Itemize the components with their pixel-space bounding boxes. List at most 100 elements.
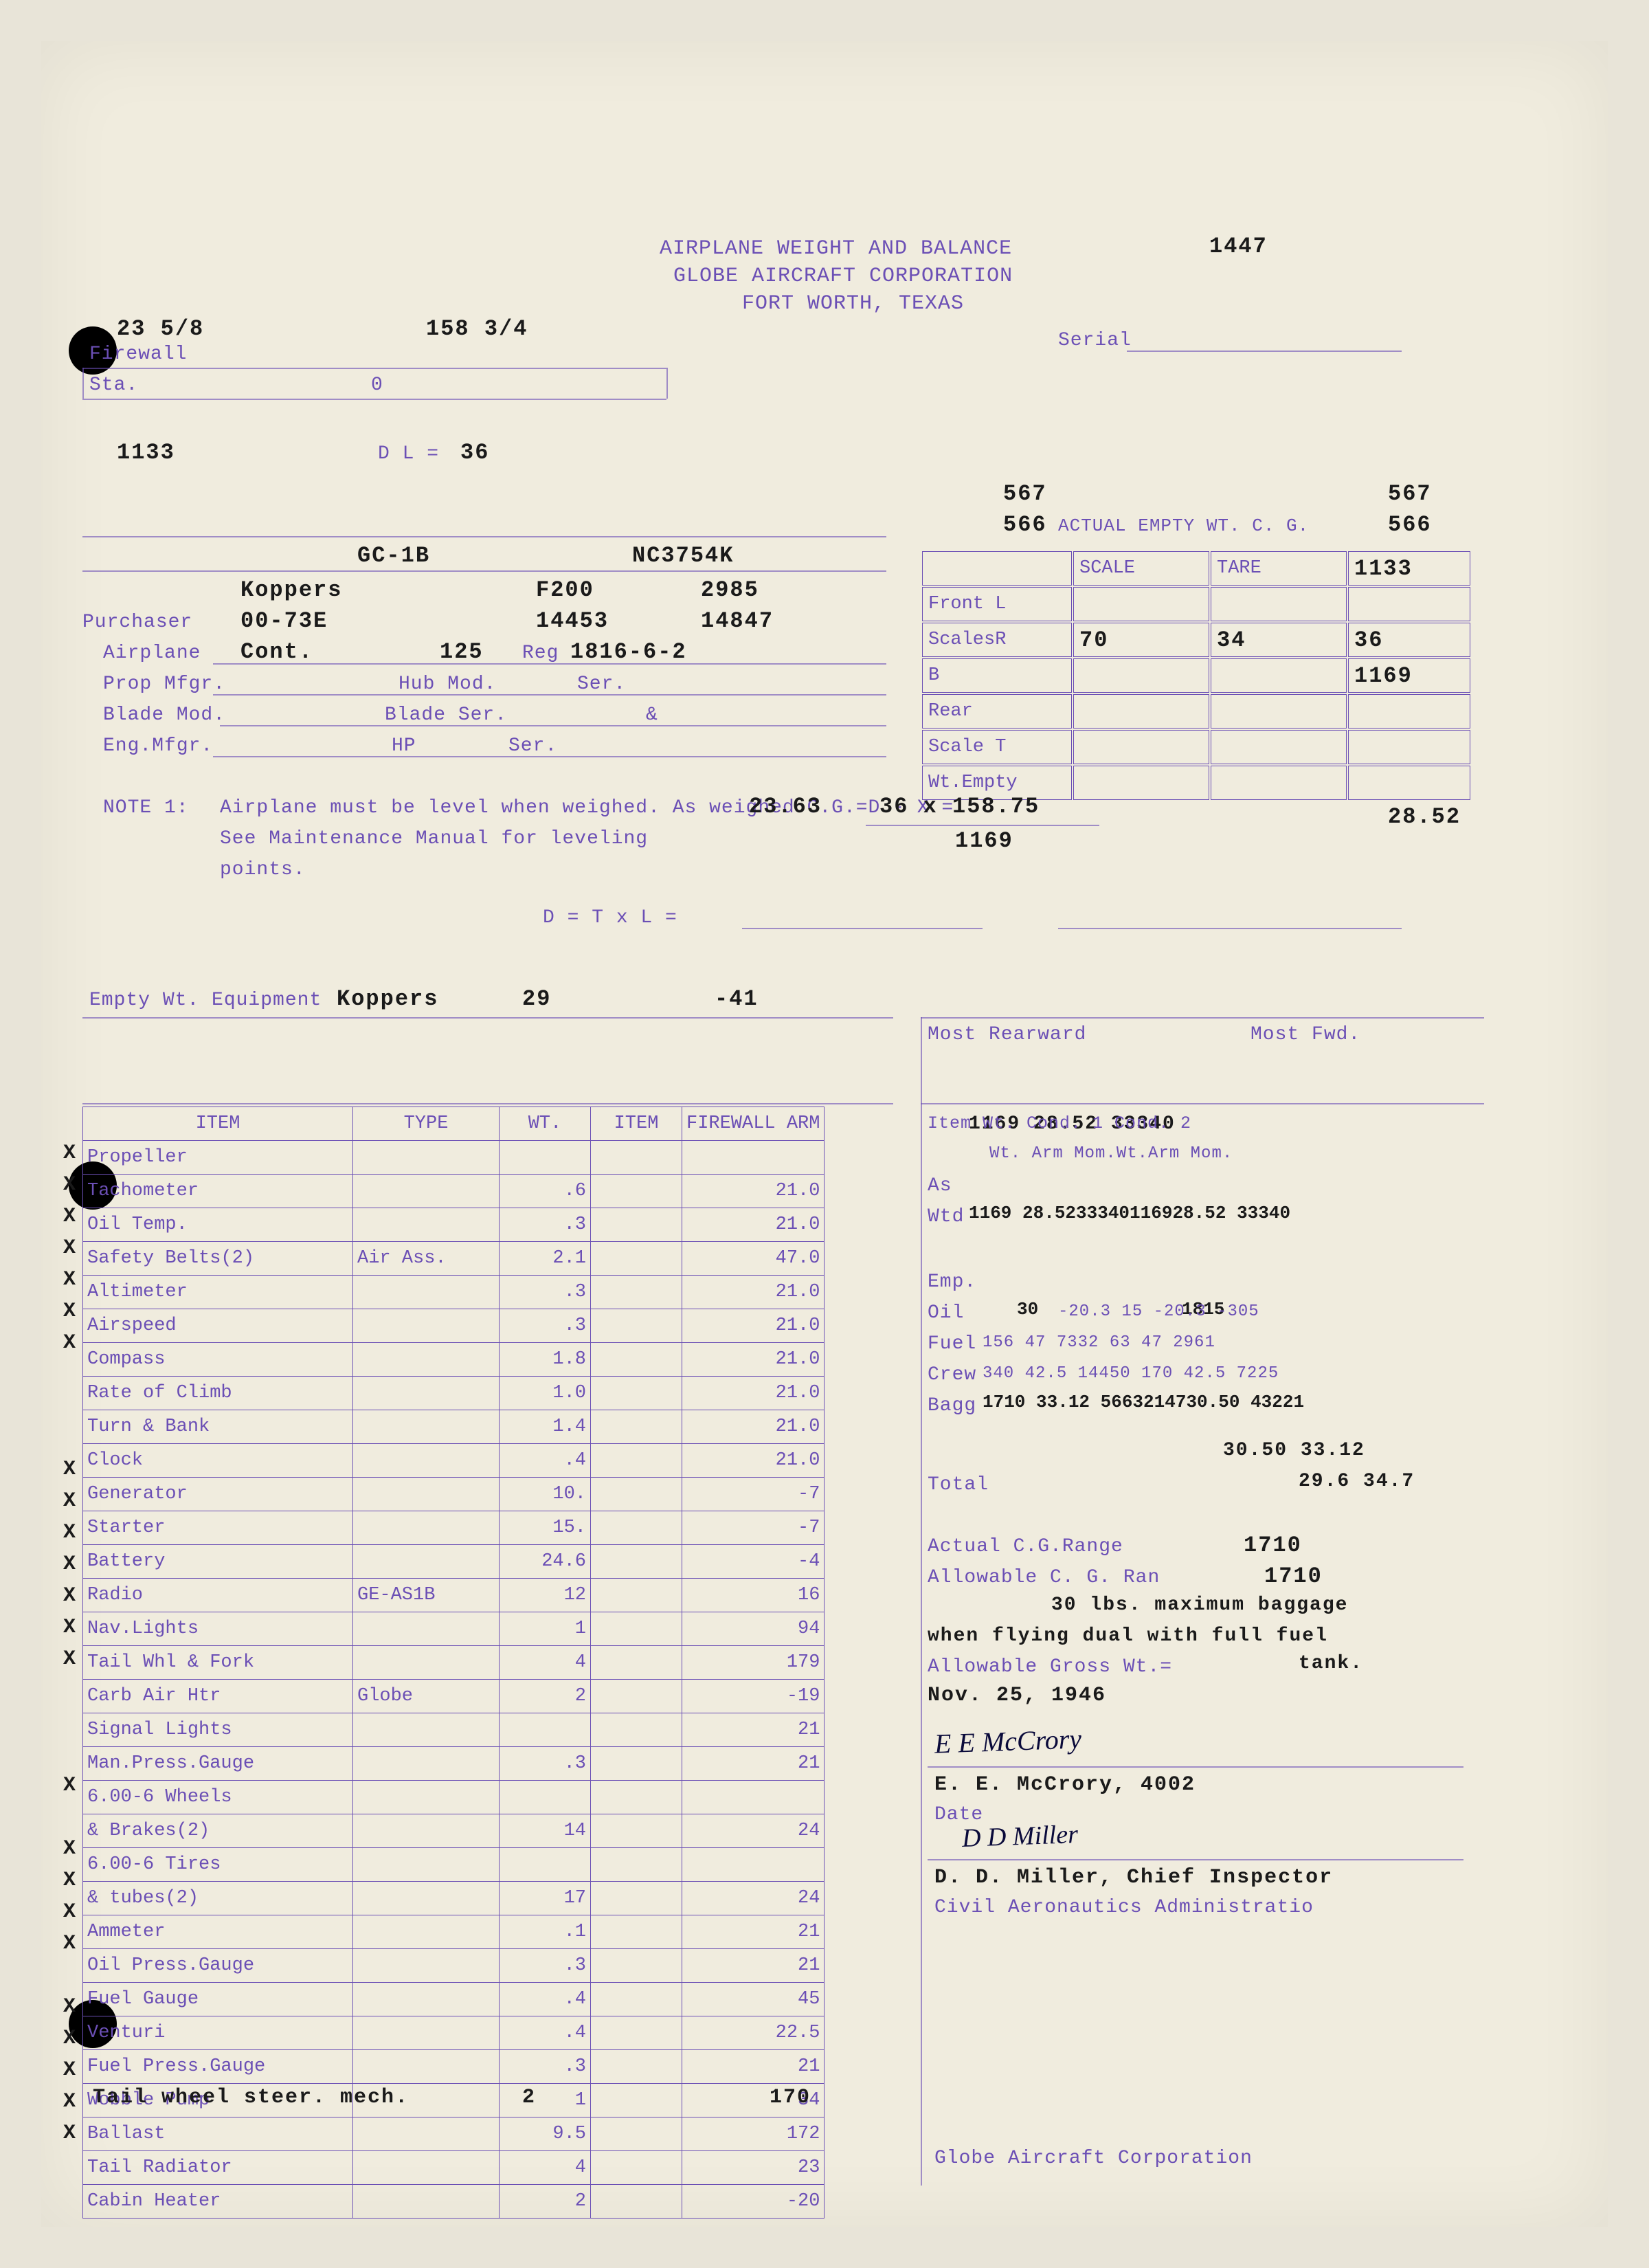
table-cell xyxy=(353,1377,500,1410)
header-title2: GLOBE AIRCRAFT CORPORATION xyxy=(673,265,1013,288)
x-mark: X xyxy=(63,1300,76,1323)
line xyxy=(220,725,886,726)
table-cell: .3 xyxy=(500,1276,591,1309)
table-cell: 24.6 xyxy=(500,1545,591,1579)
table-cell: Altimeter xyxy=(83,1276,353,1309)
table-cell xyxy=(591,1680,682,1713)
table-cell: Battery xyxy=(83,1545,353,1579)
equipment-table: ITEM TYPE WT. ITEM FIREWALL ARM Propelle… xyxy=(82,1107,824,2219)
table-cell xyxy=(353,1208,500,1242)
table-cell xyxy=(591,1478,682,1511)
table-cell xyxy=(591,2151,682,2185)
dl-val: 36 xyxy=(460,440,489,465)
table-row: & tubes(2)1724 xyxy=(83,1882,824,1915)
table-cell: -7 xyxy=(682,1478,824,1511)
table-cell: 2 xyxy=(500,2185,591,2219)
table-cell xyxy=(353,1646,500,1680)
top-v2: 158 3/4 xyxy=(426,316,528,342)
ae-c3: 566 xyxy=(1003,512,1047,537)
actual-cg-label: Actual C.G.Range xyxy=(928,1536,1123,1557)
table-cell: 1 xyxy=(500,1612,591,1646)
x-mark: X xyxy=(63,1521,76,1544)
blade-ser-label: Blade Ser. xyxy=(385,704,507,726)
table-cell xyxy=(353,1983,500,2016)
note1-text2: See Maintenance Manual for leveling xyxy=(220,828,648,849)
table-cell: Rate of Climb xyxy=(83,1377,353,1410)
table-cell xyxy=(591,2117,682,2151)
table-cell: Tail Whl & Fork xyxy=(83,1646,353,1680)
table-cell xyxy=(682,1141,824,1175)
table-cell: 21.0 xyxy=(682,1343,824,1377)
table-row: Clock.421.0 xyxy=(83,1444,824,1478)
table-cell xyxy=(591,1915,682,1949)
table-cell: 16 xyxy=(682,1579,824,1612)
table-row: 6.00-6 Wheels xyxy=(83,1781,824,1814)
caa-label: Civil Aeronautics Administratio xyxy=(934,1897,1314,1918)
note1-label: NOTE 1: xyxy=(103,797,189,819)
line xyxy=(82,1017,893,1019)
sr-scale: 70 xyxy=(1079,627,1108,653)
table-cell: 23 xyxy=(682,2151,824,2185)
oil-30: 30 xyxy=(1017,1299,1038,1320)
table-cell: .1 xyxy=(500,1915,591,1949)
line xyxy=(82,368,666,369)
table-row: Ammeter.121 xyxy=(83,1915,824,1949)
prop-label: Prop Mfgr. xyxy=(103,674,225,695)
dl-label: D L = xyxy=(378,443,439,465)
table-cell: & Brakes(2) xyxy=(83,1814,353,1848)
table-cell: 21 xyxy=(682,1747,824,1781)
ser2-label: Ser. xyxy=(508,735,557,757)
fuel-label: Fuel xyxy=(928,1333,976,1355)
table-cell: 2 xyxy=(500,1680,591,1713)
oil-label: Oil xyxy=(928,1302,964,1324)
b-row: B xyxy=(922,658,1072,693)
ae-c4: 566 xyxy=(1388,512,1432,537)
equip-29: 29 xyxy=(522,986,551,1012)
table-cell: Fuel Press.Gauge xyxy=(83,2050,353,2084)
col-wt: WT. xyxy=(500,1107,591,1141)
table-cell xyxy=(353,2016,500,2050)
oil-vals-form: -20.3 15 -20.3 -305 xyxy=(1058,1302,1259,1321)
rear-l: Rear xyxy=(922,694,1072,729)
cg-wt-arm-hdr: Wt. Arm Mom.Wt.Arm Mom. xyxy=(989,1144,1233,1163)
table-row: RadioGE-AS1B1216 xyxy=(83,1579,824,1612)
table-cell xyxy=(353,1882,500,1915)
x-mark: X xyxy=(63,1774,76,1797)
x-mark: X xyxy=(63,2027,76,2050)
date: Nov. 25, 1946 xyxy=(928,1684,1106,1707)
table-cell: -19 xyxy=(682,1680,824,1713)
table-cell xyxy=(591,1612,682,1646)
bagg-label: Bagg xyxy=(928,1395,976,1416)
table-cell xyxy=(353,1612,500,1646)
table-cell: 21.0 xyxy=(682,1276,824,1309)
table-cell: Venturi xyxy=(83,2016,353,2050)
ae-c2: 567 xyxy=(1388,481,1432,507)
front-l: Front L xyxy=(922,587,1072,621)
sig1-name: E. E. McCrory, 4002 xyxy=(934,1773,1196,1797)
table-cell: Signal Lights xyxy=(83,1713,353,1747)
purchaser-label: Purchaser xyxy=(82,612,192,633)
n2985: 2985 xyxy=(701,577,759,603)
table-cell xyxy=(591,1646,682,1680)
table-row: Tachometer.621.0 xyxy=(83,1175,824,1208)
as-label: As xyxy=(928,1175,952,1197)
koppers: Koppers xyxy=(240,577,342,603)
table-cell xyxy=(353,1410,500,1444)
line xyxy=(82,536,886,537)
line xyxy=(921,1103,1484,1104)
amp-label: & xyxy=(646,704,658,726)
table-cell: 94 xyxy=(682,1612,824,1646)
line xyxy=(82,399,666,400)
table-cell xyxy=(353,2185,500,2219)
table-cell xyxy=(591,1410,682,1444)
table-row: Tail Whl & Fork4179 xyxy=(83,1646,824,1680)
x-mark: X xyxy=(63,2058,76,2082)
table-cell xyxy=(591,1309,682,1343)
table-cell xyxy=(500,1141,591,1175)
table-cell: Nav.Lights xyxy=(83,1612,353,1646)
sr-tare: 34 xyxy=(1217,627,1246,653)
table-cell xyxy=(353,1781,500,1814)
table-cell xyxy=(353,1141,500,1175)
x-mark: X xyxy=(63,1173,76,1197)
table-cell xyxy=(353,1309,500,1343)
